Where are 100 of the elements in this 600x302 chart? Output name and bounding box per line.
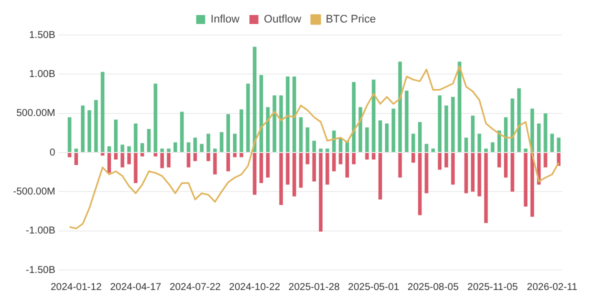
bar — [272, 95, 276, 152]
x-tick-label: 2024-01-12 — [50, 282, 102, 293]
bar — [114, 120, 118, 152]
bar — [470, 153, 475, 192]
bar — [556, 138, 561, 152]
bar — [504, 117, 508, 152]
bar — [338, 138, 342, 152]
bar — [226, 114, 230, 152]
bar — [246, 84, 250, 152]
bar — [345, 153, 349, 178]
x-tick-label: 2024-07-22 — [170, 282, 222, 293]
bar — [299, 117, 303, 152]
bar — [74, 153, 78, 166]
bar — [470, 116, 475, 152]
bar — [134, 124, 138, 152]
y-tick-label: 1.50B — [29, 30, 56, 41]
bar — [464, 153, 468, 194]
y-tick-label: 0 — [50, 147, 56, 158]
bar — [424, 144, 428, 152]
legend-label: Outflow — [264, 14, 302, 26]
bar — [94, 100, 98, 152]
bar — [147, 129, 151, 152]
bar — [478, 134, 482, 152]
bar — [206, 134, 210, 152]
bar — [418, 153, 422, 216]
bar — [173, 142, 178, 152]
bar — [292, 153, 296, 196]
bar — [193, 153, 197, 162]
bar — [240, 153, 244, 158]
bar — [200, 144, 204, 152]
bar — [404, 90, 408, 152]
bar — [88, 110, 92, 152]
bar — [193, 138, 197, 152]
bar — [524, 148, 528, 152]
y-tick-label: 500.00M — [16, 108, 56, 120]
bar — [431, 148, 435, 152]
bar — [160, 153, 164, 168]
y-tick-label: -1.50B — [26, 264, 56, 276]
bar — [550, 134, 554, 152]
bar — [226, 153, 230, 172]
bar — [306, 153, 310, 164]
bar — [338, 153, 342, 164]
bar — [166, 153, 171, 168]
bar — [411, 134, 416, 152]
legend-label: Inflow — [210, 14, 240, 26]
bar — [524, 153, 528, 207]
bar — [365, 153, 369, 160]
y-tick-label: -500.00M — [12, 186, 56, 198]
bar — [279, 95, 283, 152]
bar — [517, 88, 521, 152]
bar — [80, 106, 85, 152]
bar — [120, 144, 124, 152]
bar — [372, 153, 376, 160]
bar — [418, 122, 422, 152]
bar — [464, 138, 468, 152]
y-tick-label: -1.00B — [26, 226, 56, 237]
bar — [166, 148, 171, 152]
bar — [458, 62, 462, 152]
bar — [292, 76, 296, 152]
bar — [286, 153, 290, 185]
bar — [259, 153, 264, 184]
bar — [213, 153, 217, 174]
x-tick-label: 2024-04-17 — [110, 282, 162, 293]
bar — [100, 153, 104, 156]
bar — [451, 96, 455, 152]
bar — [252, 153, 256, 195]
bar — [490, 142, 494, 152]
bar — [411, 153, 416, 163]
bar — [537, 124, 541, 152]
bar — [140, 143, 144, 152]
bar — [186, 153, 190, 168]
bar — [220, 132, 224, 152]
bar — [107, 153, 112, 173]
bar — [312, 153, 316, 182]
bar — [478, 153, 482, 196]
bar — [74, 148, 78, 152]
bar — [398, 153, 402, 178]
bar — [186, 142, 190, 152]
bar — [392, 108, 396, 152]
bar — [266, 153, 270, 178]
x-tick-label: 2026-02-11 — [526, 282, 578, 293]
bar — [299, 153, 303, 188]
bar — [180, 112, 184, 152]
bar — [312, 140, 316, 152]
bar — [68, 153, 72, 158]
bar — [444, 106, 448, 152]
bar — [326, 148, 330, 152]
bar — [213, 148, 217, 152]
bar — [134, 153, 138, 184]
bar — [160, 148, 164, 152]
bar — [365, 127, 369, 152]
bar — [352, 153, 356, 164]
bar — [127, 146, 131, 152]
x-tick-label: 2025-05-01 — [348, 282, 400, 293]
bar — [326, 153, 330, 185]
x-tick-label: 2024-10-22 — [229, 282, 281, 293]
legend-label: BTC Price — [326, 14, 376, 26]
bar — [378, 153, 382, 200]
bar — [140, 153, 144, 156]
bar — [232, 134, 237, 152]
